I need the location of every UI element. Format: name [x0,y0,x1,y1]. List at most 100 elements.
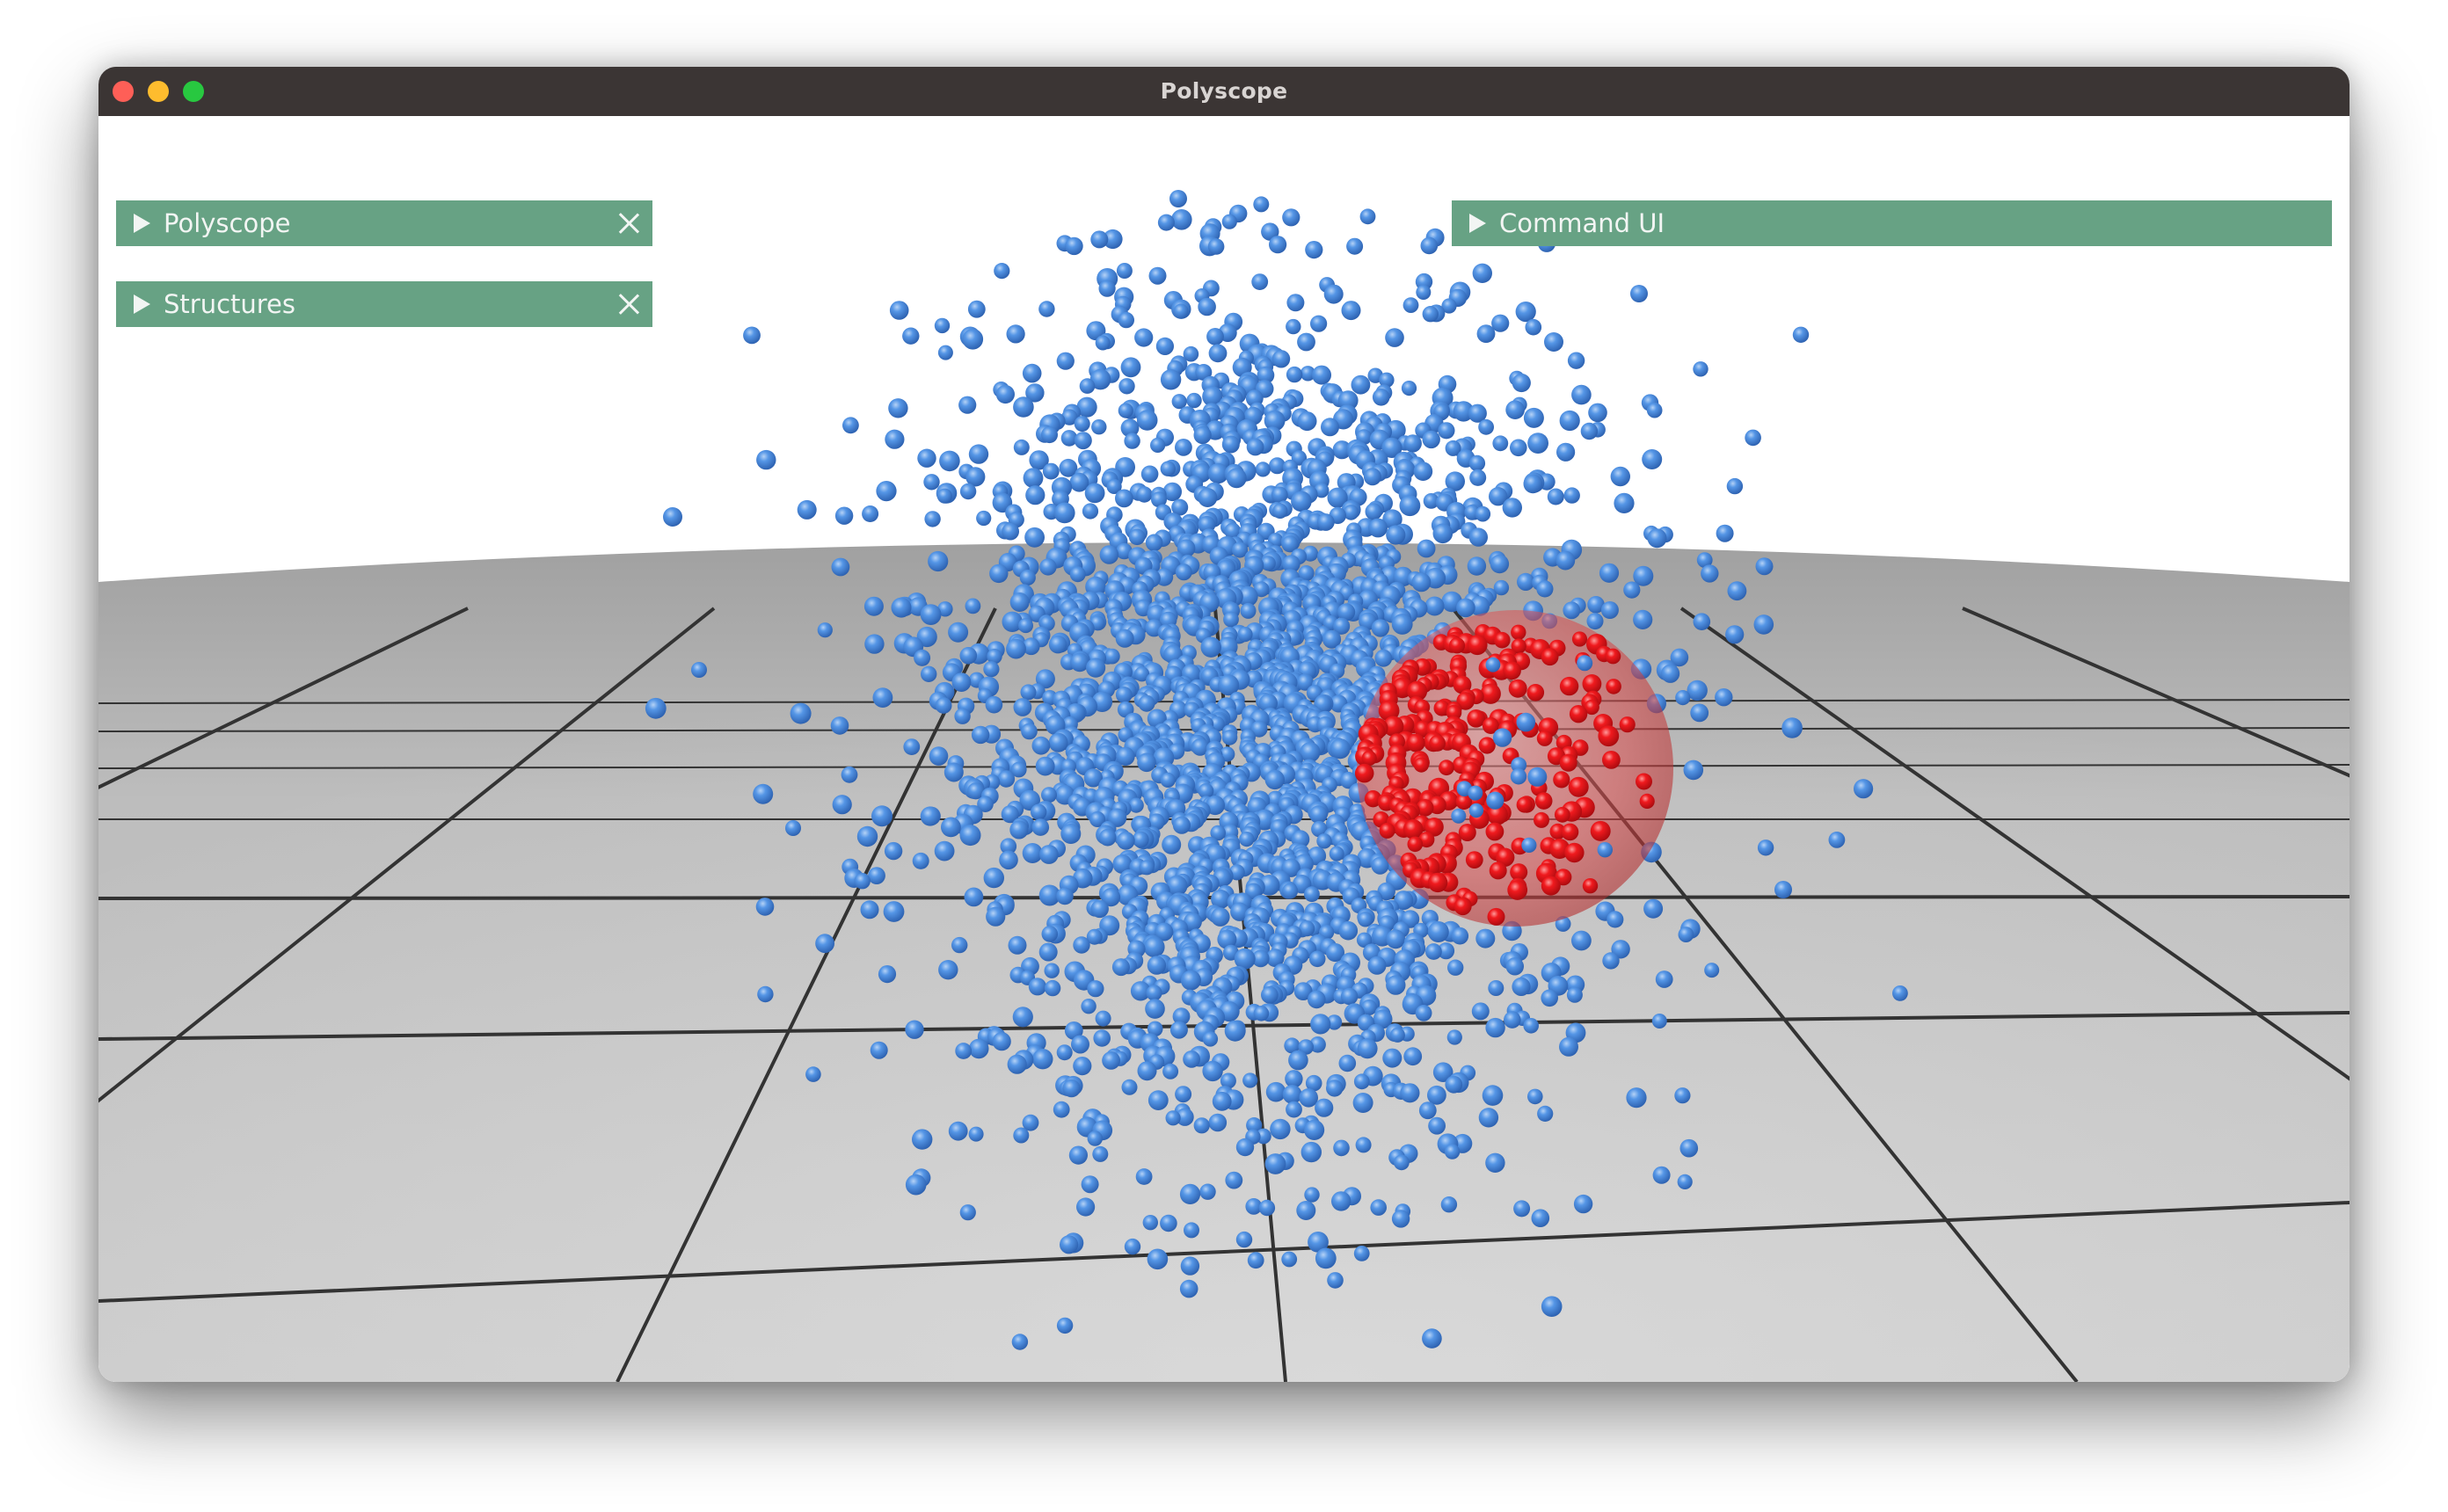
point [1083,768,1103,788]
triangle-right-icon[interactable] [134,214,150,233]
point [1566,986,1583,1003]
point [1310,315,1328,332]
point [1086,321,1106,341]
point [1476,324,1496,343]
point [1372,389,1390,406]
point [1142,1215,1159,1231]
point [1456,598,1475,618]
point [941,817,961,838]
point [1173,303,1189,319]
point [1265,1081,1286,1102]
point [1041,787,1057,803]
close-icon[interactable] [617,212,640,235]
window-minimize-button[interactable] [148,81,169,102]
point [663,507,682,527]
point [1019,569,1036,586]
point [1179,1183,1201,1204]
point [1020,684,1037,701]
point [959,647,978,665]
structures-panel-header[interactable]: Structures [116,281,652,327]
point [1143,936,1165,958]
highlighted-point-cloud[interactable] [1354,624,1655,926]
point [959,483,977,500]
point [1095,1010,1111,1027]
point [885,429,905,449]
point [1417,539,1436,558]
point [860,900,879,920]
window-titlebar[interactable]: Polyscope [98,67,2350,116]
point [1210,825,1226,841]
point [1704,963,1720,978]
point [1755,557,1774,576]
window-maximize-button[interactable] [183,81,204,102]
point [1299,1088,1318,1108]
point [1118,378,1135,395]
point [805,1066,821,1082]
point [834,506,854,525]
point [1297,411,1317,432]
point [1116,746,1135,767]
point [878,965,897,984]
highlighted-point [1619,716,1636,733]
point-cloud-front[interactable] [1451,655,1614,858]
point [1304,886,1320,903]
point [790,702,812,724]
point [854,873,871,890]
highlighted-point [1511,638,1526,654]
highlighted-point [1402,819,1424,840]
point [1084,483,1105,504]
point [1352,1093,1373,1113]
point [921,665,937,682]
scene-canvas[interactable] [98,116,2350,1382]
point [1070,652,1089,672]
triangle-right-icon[interactable] [1469,214,1486,233]
point [1175,563,1192,581]
point [1134,666,1150,682]
point [1270,1118,1291,1140]
triangle-right-icon[interactable] [134,294,150,314]
point [1211,889,1231,909]
point [1475,928,1496,949]
point [1338,920,1359,941]
point [1216,559,1236,579]
point [1013,439,1030,455]
point [1245,1198,1263,1215]
highlighted-point [1510,863,1528,882]
point [1305,241,1323,259]
point [1264,1153,1286,1174]
point [1031,736,1051,755]
window-close-button[interactable] [113,81,134,102]
highlighted-point [1354,763,1374,783]
point [1399,495,1421,517]
point [1511,757,1527,774]
point [1504,1011,1521,1029]
point [1172,1007,1191,1026]
point [1006,638,1026,659]
point [1121,1079,1138,1095]
point [1469,469,1487,486]
point [967,300,986,318]
point [1165,1110,1181,1126]
point [1207,238,1225,255]
point [1282,1085,1302,1104]
point [1525,318,1542,336]
point [937,601,953,617]
polyscope-panel-header[interactable]: Polyscope [116,200,652,246]
point [1089,811,1106,827]
point [1146,985,1162,1001]
point [1642,449,1663,469]
point [1039,558,1057,576]
point [1116,542,1133,560]
point [1044,963,1060,978]
point-cloud[interactable] [645,190,1908,1350]
point [989,563,1009,584]
3d-viewport[interactable]: Polyscope Structures Command UI [98,116,2350,1382]
close-icon[interactable] [617,293,640,316]
point [1471,1002,1490,1021]
point [1716,524,1734,542]
command-ui-panel-header[interactable]: Command UI [1452,200,2332,246]
point [1217,929,1237,949]
point [1230,902,1250,921]
point [1475,505,1491,522]
point [1286,294,1305,312]
